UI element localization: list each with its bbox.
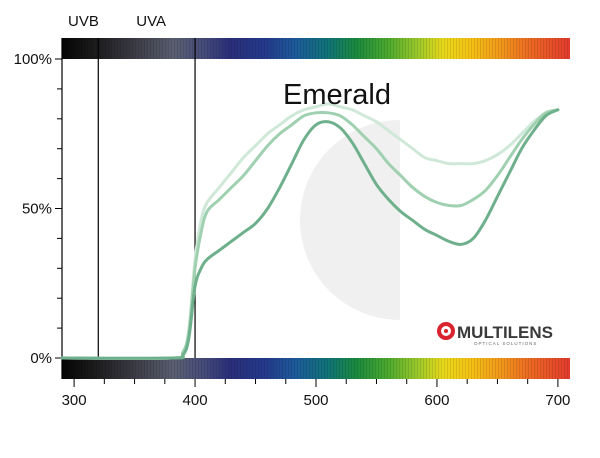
series-group xyxy=(60,102,560,360)
series-line-3 xyxy=(60,108,560,360)
series-line-2 xyxy=(60,108,560,360)
chart-title: Emerald xyxy=(283,79,391,111)
x-tick-label: 400 xyxy=(183,392,208,409)
x-tick-label: 500 xyxy=(303,392,328,409)
watermark-logo xyxy=(299,119,400,321)
uv-bands: UVB UVA xyxy=(68,13,196,358)
band-label: UVA xyxy=(136,13,166,30)
x-tick-label: 600 xyxy=(424,392,449,409)
x-tick-label: 300 xyxy=(62,392,87,409)
logo-text: MULTILENS xyxy=(457,323,553,342)
x-axis: 300 400 500 600 700 xyxy=(62,379,570,409)
y-tick-label: 50% xyxy=(22,201,52,218)
x-tick-label: 700 xyxy=(545,392,570,409)
series-line-1 xyxy=(60,102,560,360)
y-tick-label: 0% xyxy=(30,350,52,367)
multilens-logo: MULTILENS OPTICAL SOLUTIONS xyxy=(437,322,553,346)
logo-subtitle: OPTICAL SOLUTIONS xyxy=(474,341,537,346)
y-tick-label: 100% xyxy=(14,51,52,68)
band-label: UVB xyxy=(68,13,99,30)
y-axis: 0% 50% 100% xyxy=(14,38,63,379)
